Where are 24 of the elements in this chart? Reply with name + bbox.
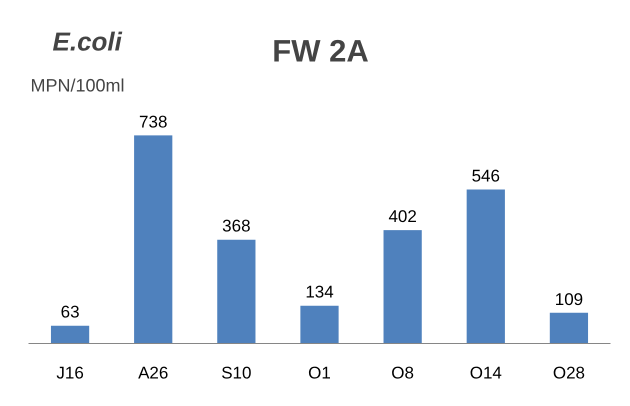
text: E.coli <box>52 26 123 56</box>
x-tick-label: J16 <box>56 364 84 382</box>
data-label: 402 <box>388 207 417 226</box>
x-tick-label: S10 <box>221 364 252 382</box>
bar <box>466 190 505 344</box>
bar <box>134 135 172 344</box>
data-label: 134 <box>305 282 334 302</box>
x-tick-label: O28 <box>552 364 586 382</box>
x-tick-label: A26 <box>138 364 168 382</box>
x-tick-label: O1 <box>308 364 331 382</box>
data-label: 368 <box>222 216 251 236</box>
bar <box>300 306 339 344</box>
x-tick-label: O8 <box>391 364 414 382</box>
text: MPN/100ml <box>30 76 125 96</box>
data-label: 738 <box>139 112 168 132</box>
x-tick-label: O14 <box>470 364 502 382</box>
data-label: 63 <box>60 302 80 322</box>
bar <box>50 326 90 344</box>
bar <box>550 312 588 344</box>
bar <box>384 230 422 344</box>
bar <box>217 240 256 344</box>
data-label: 109 <box>554 290 584 309</box>
data-label: 546 <box>472 166 500 186</box>
chart-title: FW 2A <box>272 34 369 68</box>
